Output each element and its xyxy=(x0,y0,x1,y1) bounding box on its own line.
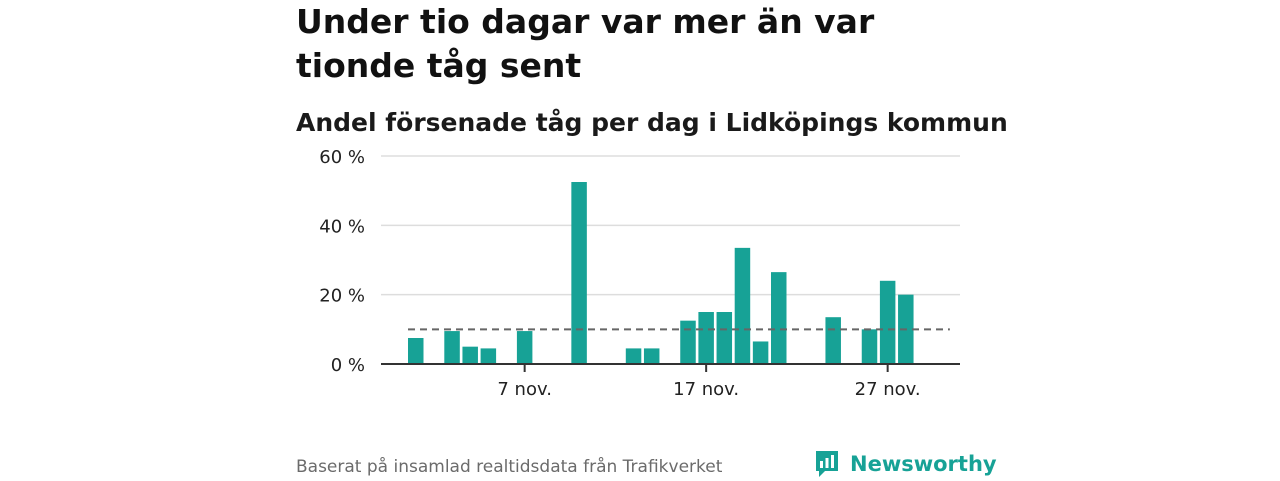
bar xyxy=(571,182,587,364)
y-axis-ticks: 0 % 20 % 40 % 60 % xyxy=(319,147,365,376)
chart-title: Under tio dagar var mer än var tionde tå… xyxy=(296,2,875,85)
bar xyxy=(752,341,769,364)
x-tick-label: 17 nov. xyxy=(673,379,739,400)
bar xyxy=(825,317,841,364)
brand-name: Newsworthy xyxy=(850,452,997,476)
bar xyxy=(408,338,424,364)
brand-logo[interactable]: Newsworthy xyxy=(814,447,997,481)
y-tick-label: 60 % xyxy=(319,147,365,168)
bar xyxy=(771,272,787,364)
x-tick-label: 7 nov. xyxy=(497,379,552,400)
bar xyxy=(879,280,896,364)
x-axis-ticks: 7 nov. 17 nov. 27 nov. xyxy=(497,364,921,400)
bar xyxy=(480,348,497,364)
y-tick-label: 20 % xyxy=(319,286,365,307)
bar xyxy=(516,331,533,364)
bars xyxy=(408,182,914,364)
bar xyxy=(716,312,733,364)
y-tick-label: 0 % xyxy=(331,355,365,376)
bar xyxy=(698,312,714,364)
newsworthy-logo-icon xyxy=(816,451,838,477)
x-tick-label: 27 nov. xyxy=(855,379,921,400)
bar xyxy=(625,348,642,364)
chart-subtitle: Andel försenade tåg per dag i Lidköpings… xyxy=(296,108,1008,137)
bar xyxy=(462,346,478,364)
bar xyxy=(734,247,751,364)
bar xyxy=(680,320,696,364)
y-tick-label: 40 % xyxy=(319,216,365,237)
grid-lines xyxy=(381,155,960,296)
bar xyxy=(861,329,878,364)
bar xyxy=(444,331,460,364)
bar xyxy=(643,348,660,364)
source-note: Baserat på insamlad realtidsdata från Tr… xyxy=(296,457,723,477)
